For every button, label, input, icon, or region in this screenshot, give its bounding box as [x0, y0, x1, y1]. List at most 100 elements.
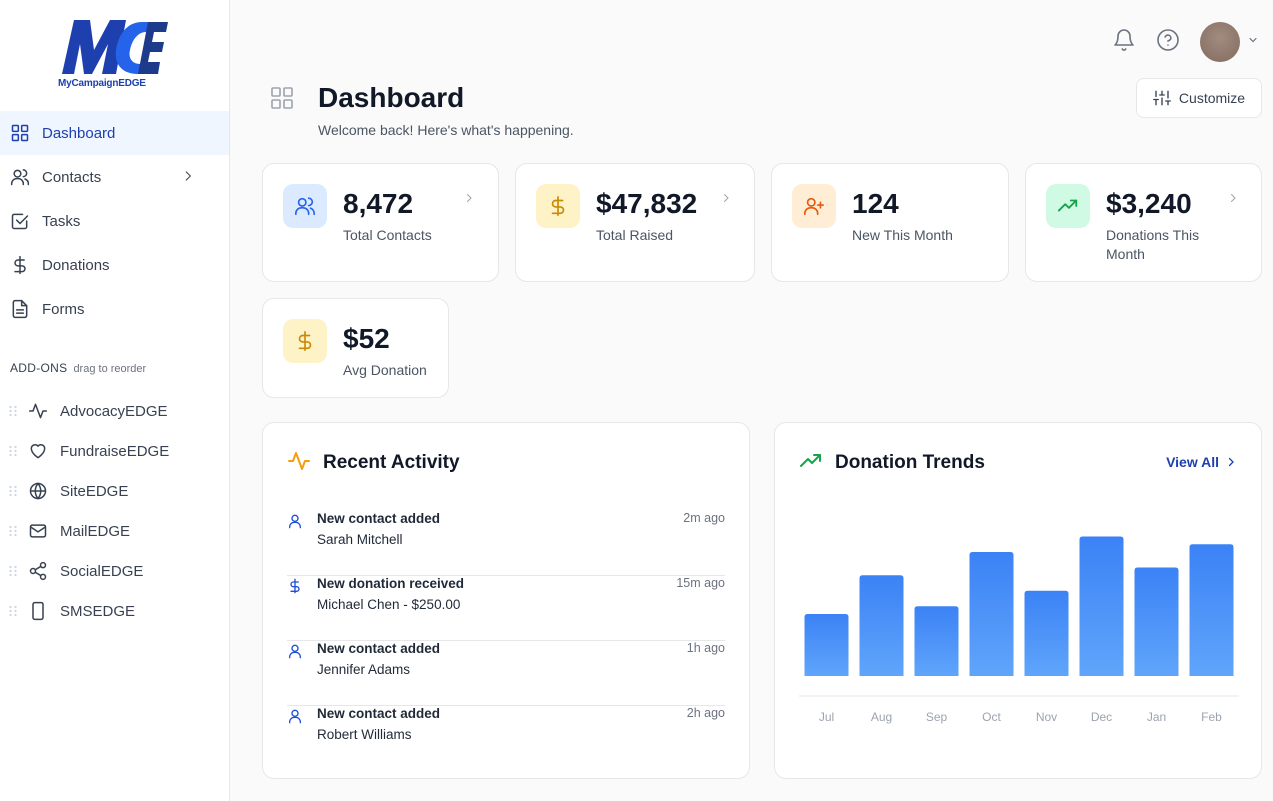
- chevron-right-icon: [724, 194, 729, 202]
- stat-card-avg-donation[interactable]: $52 Avg Donation: [262, 298, 449, 398]
- activity-item[interactable]: New donation received Michael Chen - $25…: [287, 576, 725, 641]
- heart-icon: [30, 444, 46, 459]
- user-avatar[interactable]: [1200, 22, 1240, 62]
- sidebar-item-tasks[interactable]: Tasks: [0, 199, 229, 243]
- dollar-icon: [298, 331, 312, 351]
- drag-handle-icon[interactable]: [8, 485, 18, 497]
- view-all-label: View All: [1166, 454, 1219, 470]
- chart-bar-feb[interactable]: [1189, 544, 1234, 676]
- sidebar-item-label: Dashboard: [42, 124, 116, 142]
- addon-label: AdvocacyEDGE: [60, 402, 168, 420]
- brand-logo[interactable]: MyCampaignEDGE: [56, 16, 172, 92]
- addons-hint: drag to reorder: [73, 363, 147, 375]
- divider: [287, 640, 725, 641]
- addon-label: SocialEDGE: [60, 562, 144, 580]
- activity-item[interactable]: New contact added Sarah Mitchell 2m ago: [287, 511, 725, 576]
- activity-detail: Michael Chen - $250.00: [317, 597, 461, 612]
- page-title: Dashboard: [318, 82, 465, 113]
- user-icon: [289, 644, 301, 659]
- activity-detail: Robert Williams: [317, 727, 412, 742]
- activity-detail: Sarah Mitchell: [317, 532, 403, 547]
- chart-bar-dec[interactable]: [1079, 536, 1124, 677]
- addon-item-fundraiseedge[interactable]: FundraiseEDGE: [0, 431, 229, 471]
- stat-icon-box: [792, 184, 836, 228]
- drag-handle-icon[interactable]: [8, 445, 18, 457]
- help-icon[interactable]: [1156, 28, 1180, 52]
- customize-button[interactable]: Customize: [1136, 78, 1262, 118]
- stat-icon-box: [283, 319, 327, 363]
- chart-x-label: Nov: [1036, 710, 1057, 724]
- sliders-icon: [1152, 90, 1171, 106]
- stat-icon-box: [536, 184, 580, 228]
- chevron-right-icon: [1228, 457, 1234, 467]
- addon-label: MailEDGE: [60, 522, 131, 540]
- sidebar-item-label: Donations: [42, 256, 110, 274]
- drag-handle-icon[interactable]: [8, 525, 18, 537]
- user-icon: [289, 514, 301, 529]
- chevron-right-icon: [467, 194, 472, 202]
- addons-list: AdvocacyEDGE FundraiseEDGE SiteEDGE Mail…: [0, 391, 229, 631]
- sidebar-item-forms[interactable]: Forms: [0, 287, 229, 331]
- chart-bar-nov[interactable]: [1024, 590, 1069, 676]
- chevron-right-icon[interactable]: [181, 169, 195, 183]
- chart-bar-jan[interactable]: [1134, 567, 1179, 677]
- activity-time: 2m ago: [683, 511, 725, 525]
- chart-bar-aug[interactable]: [859, 575, 904, 676]
- drag-handle-icon[interactable]: [8, 605, 18, 617]
- dollar-icon: [551, 196, 565, 216]
- sidebar-item-contacts[interactable]: Contacts: [0, 155, 229, 199]
- logo-mark: [62, 20, 168, 74]
- stat-card-total-contacts[interactable]: 8,472 Total Contacts: [262, 163, 499, 282]
- user-plus-icon: [804, 197, 824, 216]
- activity-time: 1h ago: [686, 641, 725, 655]
- stat-label: New This Month: [852, 227, 953, 243]
- trending-up-icon: [1057, 199, 1078, 212]
- chevron-down-icon[interactable]: [1247, 34, 1259, 46]
- stat-card-new-this-month[interactable]: 124 New This Month: [771, 163, 1009, 282]
- addon-item-mailedge[interactable]: MailEDGE: [0, 511, 229, 551]
- chart-x-label: Oct: [982, 710, 1001, 724]
- stat-card-donations-this-month[interactable]: $3,240 Donations This Month: [1025, 163, 1262, 282]
- chart-x-label: Aug: [871, 710, 892, 724]
- activity-item[interactable]: New contact added Jennifer Adams 1h ago: [287, 641, 725, 706]
- globe-icon: [29, 482, 47, 500]
- sidebar-item-dashboard[interactable]: Dashboard: [0, 111, 229, 155]
- stat-label: Avg Donation: [343, 362, 427, 378]
- donation-trends-chart: Jul Aug Sep Oct Nov Dec Jan Feb: [799, 536, 1239, 724]
- drag-handle-icon[interactable]: [8, 405, 18, 417]
- share-icon: [29, 561, 47, 581]
- addon-item-advocacyedge[interactable]: AdvocacyEDGE: [0, 391, 229, 431]
- addon-label: FundraiseEDGE: [60, 442, 170, 460]
- addon-item-siteedge[interactable]: SiteEDGE: [0, 471, 229, 511]
- bell-icon[interactable]: [1112, 28, 1136, 52]
- activity-time: 15m ago: [676, 576, 725, 590]
- stat-card-total-raised[interactable]: $47,832 Total Raised: [515, 163, 755, 282]
- panel-title: Recent Activity: [323, 452, 460, 473]
- activity-title: New contact added: [317, 641, 441, 656]
- stat-value: 124: [852, 188, 899, 219]
- addon-label: SMSEDGE: [60, 602, 136, 620]
- drag-handle-icon[interactable]: [8, 565, 18, 577]
- trending-up-icon: [800, 454, 821, 467]
- addon-item-socialedge[interactable]: SocialEDGE: [0, 551, 229, 591]
- sidebar-item-label: Contacts: [42, 168, 102, 186]
- activity-item[interactable]: New contact added Robert Williams 2h ago: [287, 706, 725, 771]
- chart-x-label: Dec: [1091, 710, 1112, 724]
- chart-bar-oct[interactable]: [969, 552, 1014, 676]
- sidebar-item-donations[interactable]: Donations: [0, 243, 229, 287]
- dollar-icon: [290, 578, 300, 594]
- chart-x-label: Jan: [1147, 710, 1166, 724]
- customize-label: Customize: [1178, 90, 1246, 106]
- stat-label: Total Raised: [596, 227, 674, 243]
- addon-item-smsedge[interactable]: SMSEDGE: [0, 591, 229, 631]
- chart-x-label: Feb: [1201, 710, 1222, 724]
- chart-bar-sep[interactable]: [914, 606, 959, 676]
- sidebar-item-label: Forms: [42, 300, 85, 318]
- view-all-link[interactable]: View All: [1166, 454, 1237, 470]
- divider: [287, 705, 725, 706]
- users-icon: [295, 197, 315, 216]
- addons-title: ADD-ONS: [10, 361, 68, 375]
- stat-value: $52: [343, 323, 390, 354]
- activity-detail: Jennifer Adams: [317, 662, 411, 677]
- chart-bar-jul[interactable]: [804, 614, 849, 676]
